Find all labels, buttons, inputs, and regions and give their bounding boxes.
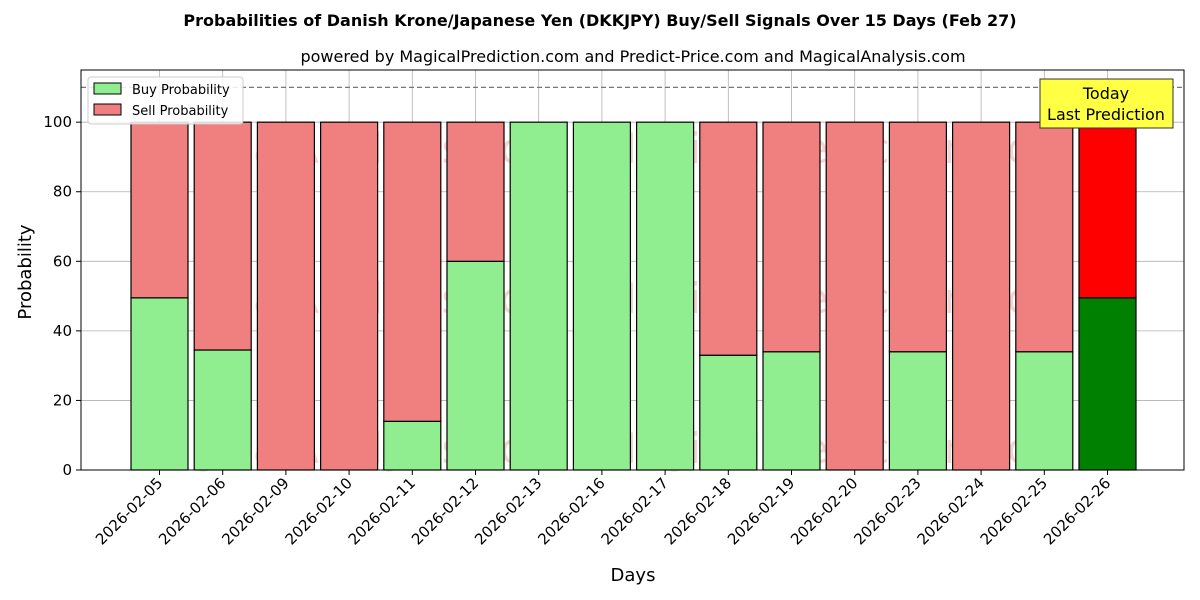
x-tick-label: 2026-02-18 — [661, 474, 735, 548]
bar-buy — [130, 297, 189, 471]
y-tick-label: 100 — [43, 113, 72, 131]
x-tick-label: 2026-02-13 — [471, 474, 545, 548]
bar-buy — [509, 121, 568, 471]
x-tick-label: 2026-02-05 — [92, 474, 166, 548]
x-tick-label: 2026-02-06 — [155, 474, 229, 548]
bar-sell — [951, 121, 1011, 471]
bar-buy — [193, 349, 252, 471]
bar-sell — [256, 121, 315, 471]
legend-box — [87, 76, 244, 125]
x-tick-label: 2026-02-11 — [345, 474, 419, 548]
y-tick-label: 40 — [53, 322, 72, 340]
y-tick-label: 0 — [62, 461, 72, 479]
legend-label-sell: Sell Probability — [132, 104, 229, 119]
plot-frame — [80, 69, 1185, 471]
x-tick-label: 2026-02-12 — [408, 474, 482, 548]
bar-sell — [130, 121, 189, 299]
x-tick-label: 2026-02-09 — [218, 474, 292, 548]
x-axis-label: Days — [611, 565, 656, 586]
x-tick-label: 2026-02-17 — [598, 474, 672, 548]
x-axis-ticks: 2026-02-052026-02-062026-02-092026-02-10… — [92, 470, 1114, 548]
bar-sell — [1078, 121, 1137, 299]
bar-sell — [193, 121, 252, 351]
bar-buy — [888, 351, 948, 471]
x-tick-label: 2026-02-19 — [724, 474, 798, 548]
x-tick-label: 2026-02-16 — [534, 474, 608, 548]
legend: Buy Probability Sell Probability — [87, 76, 244, 125]
x-tick-label: 2026-02-23 — [850, 474, 924, 548]
bar-buy — [1015, 351, 1074, 471]
bars — [130, 121, 1137, 471]
bar-sell — [383, 121, 442, 422]
bar-sell — [699, 121, 758, 356]
y-axis-label: Probability — [15, 224, 36, 319]
bar-buy — [446, 260, 505, 471]
annotation-line-1: Today — [1082, 84, 1129, 103]
y-tick-label: 80 — [53, 183, 72, 201]
x-tick-label: 2026-02-26 — [1040, 474, 1114, 548]
bar-sell — [825, 121, 884, 471]
legend-swatch-buy — [93, 82, 122, 95]
bar-buy — [699, 354, 758, 471]
today-annotation: Today Last Prediction — [1039, 78, 1174, 129]
bar-buy — [635, 121, 695, 471]
bar-buy — [572, 121, 632, 471]
y-tick-label: 20 — [53, 391, 72, 409]
x-tick-label: 2026-02-10 — [282, 474, 356, 548]
legend-label-buy: Buy Probability — [132, 83, 230, 98]
x-tick-label: 2026-02-25 — [977, 474, 1051, 548]
annotation-box — [1039, 78, 1174, 129]
chart-title: Probabilities of Danish Krone/Japanese Y… — [183, 11, 1016, 30]
chart-subtitle: powered by MagicalPrediction.com and Pre… — [300, 47, 965, 66]
annotation-line-2: Last Prediction — [1047, 105, 1165, 124]
x-tick-label: 2026-02-20 — [787, 474, 861, 548]
bar-sell — [446, 121, 505, 262]
bar-sell — [1015, 121, 1074, 353]
y-tick-label: 60 — [53, 252, 72, 270]
bar-buy — [383, 420, 442, 471]
y-axis-ticks: 0 20 40 60 80 100 — [43, 113, 81, 479]
bar-buy — [762, 351, 821, 471]
bar-sell — [320, 121, 379, 471]
bar-buy — [1078, 297, 1137, 471]
bar-sell — [762, 121, 821, 353]
x-tick-label: 2026-02-24 — [914, 474, 988, 548]
bar-sell — [888, 121, 948, 353]
legend-swatch-sell — [93, 103, 122, 116]
